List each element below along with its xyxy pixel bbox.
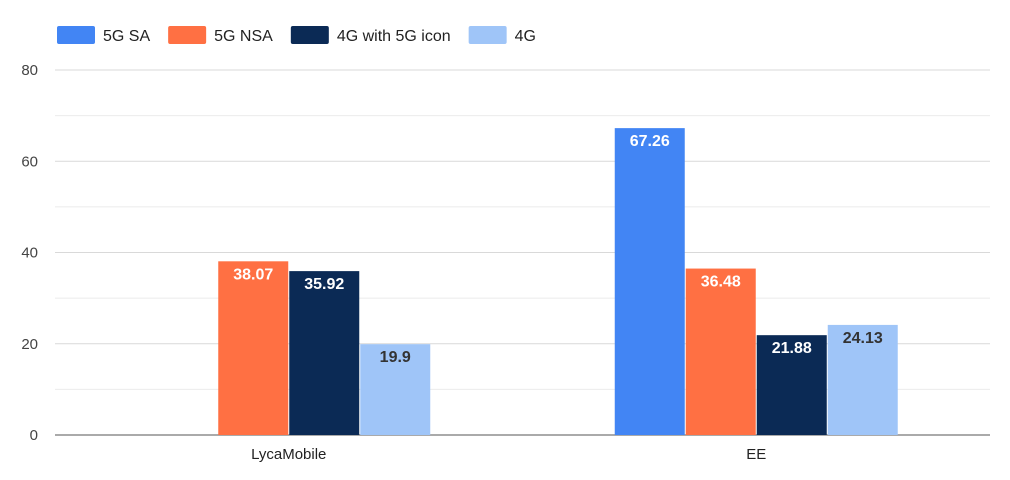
bar-value-label: 36.48 xyxy=(701,274,741,291)
x-category-label: LycaMobile xyxy=(251,446,326,463)
legend-swatch xyxy=(290,26,329,44)
bars xyxy=(218,128,898,435)
y-tick-label: 20 xyxy=(21,336,38,353)
bar xyxy=(827,324,898,435)
legend-swatch xyxy=(168,26,207,44)
y-axis-ticks: 0 20 40 60 80 xyxy=(21,62,38,444)
x-axis-categories: LycaMobile EE xyxy=(251,446,766,463)
bar-value-label: 35.92 xyxy=(304,276,344,293)
bar xyxy=(289,271,360,435)
grid-lines xyxy=(55,69,990,436)
bar xyxy=(360,344,431,435)
legend-label: 4G xyxy=(515,28,536,45)
bar-value-label: 38.07 xyxy=(233,266,273,283)
bar xyxy=(685,268,756,435)
y-tick-label: 80 xyxy=(21,62,38,79)
bar xyxy=(614,128,685,435)
bar xyxy=(756,335,827,435)
legend-label: 5G NSA xyxy=(214,28,273,45)
y-tick-label: 40 xyxy=(21,245,38,262)
y-tick-label: 60 xyxy=(21,153,38,170)
bar-value-label: 19.9 xyxy=(380,349,411,366)
legend-swatch xyxy=(57,26,95,44)
bar-value-label: 67.26 xyxy=(630,133,670,150)
legend-swatch xyxy=(468,26,507,44)
legend: 5G SA 5G NSA 4G with 5G icon 4G xyxy=(57,26,536,45)
bar-value-labels: 38.07 35.92 19.9 67.26 36.48 21.88 24.13 xyxy=(233,133,883,366)
y-tick-label: 0 xyxy=(30,427,38,444)
bar xyxy=(218,261,289,435)
bar-value-label: 24.13 xyxy=(843,330,883,347)
legend-label: 5G SA xyxy=(103,28,150,45)
x-category-label: EE xyxy=(746,446,766,463)
bar-value-label: 21.88 xyxy=(772,340,812,357)
legend-label: 4G with 5G icon xyxy=(337,28,451,45)
